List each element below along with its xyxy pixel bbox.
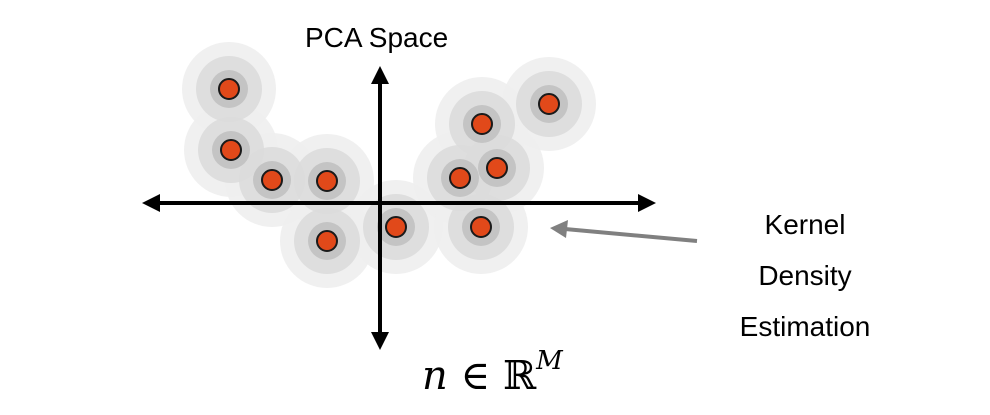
data-point bbox=[220, 139, 242, 161]
formula: n ∈ ℝM bbox=[422, 346, 563, 399]
y-axis-top-arrowhead bbox=[371, 66, 389, 84]
y-axis-bottom-arrowhead bbox=[371, 332, 389, 350]
diagram-title: PCA Space bbox=[305, 22, 449, 53]
kde-annotation-line-3: Estimation bbox=[739, 310, 871, 342]
formula-superscript: M bbox=[536, 346, 563, 376]
kde-annotation-line-1: Kernel bbox=[764, 209, 846, 240]
kernel-density-layer bbox=[182, 42, 596, 288]
data-point bbox=[471, 113, 493, 135]
kde-pointer bbox=[550, 220, 698, 243]
data-point bbox=[449, 167, 471, 189]
data-points-layer bbox=[218, 78, 560, 252]
formula-space: ℝ bbox=[502, 353, 537, 399]
data-point bbox=[316, 170, 338, 192]
kde-pointer-line bbox=[564, 227, 698, 243]
data-point bbox=[486, 157, 508, 179]
kde-annotation-line-2: Density bbox=[758, 259, 852, 291]
data-point bbox=[538, 93, 560, 115]
data-point bbox=[470, 216, 492, 238]
data-point bbox=[218, 78, 240, 100]
formula-variable: n bbox=[422, 353, 448, 399]
kde-annotation: Kernel Density Estimation bbox=[715, 200, 895, 353]
data-point bbox=[385, 216, 407, 238]
x-axis-left-arrowhead bbox=[142, 194, 160, 212]
axes bbox=[142, 66, 656, 350]
kde-pointer-arrowhead bbox=[550, 220, 568, 238]
data-point bbox=[316, 230, 338, 252]
data-point bbox=[261, 169, 283, 191]
x-axis-right-arrowhead bbox=[638, 194, 656, 212]
formula-relation: ∈ bbox=[460, 353, 491, 399]
